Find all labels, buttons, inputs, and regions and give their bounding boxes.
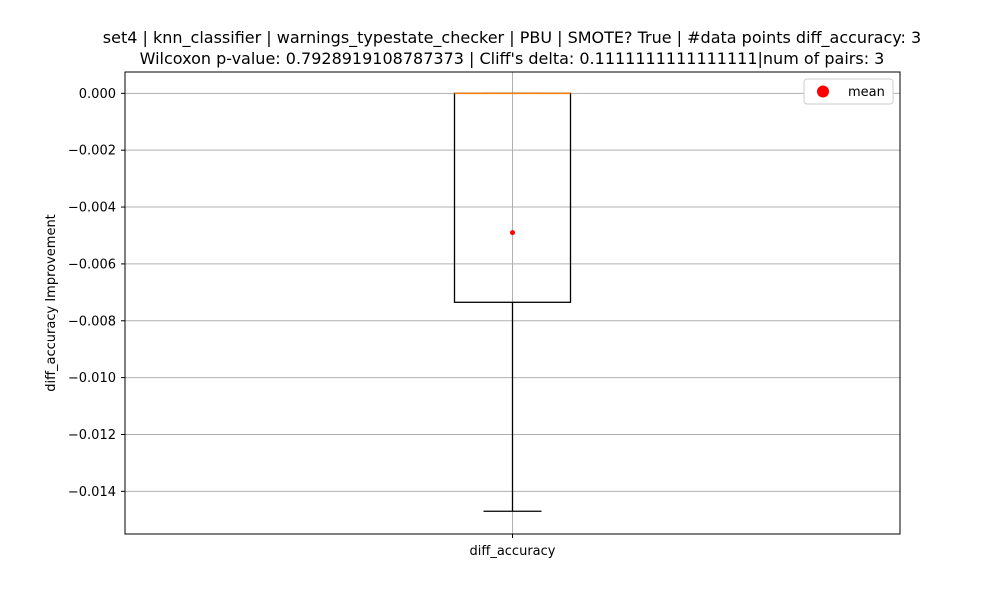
box-plot <box>453 92 572 512</box>
y-tick-label: −0.012 <box>68 428 116 443</box>
y-tick-label: −0.014 <box>68 485 116 500</box>
y-tick-label: −0.008 <box>68 314 116 329</box>
y-axis-ticks: 0.000 −0.002 −0.004 −0.006 −0.008 −0.010 −0.01… <box>68 87 125 500</box>
legend-entry-mean: mean <box>848 85 885 100</box>
legend: mean <box>803 78 894 105</box>
y-tick-label: −0.006 <box>68 257 116 272</box>
y-tick-label: −0.002 <box>68 144 116 159</box>
legend-frame <box>803 78 894 105</box>
mean-point <box>510 230 515 236</box>
chart-subtitle: Wilcoxon p-value: 0.7928919108787373 | C… <box>140 49 885 68</box>
legend-mean-marker <box>817 85 829 98</box>
y-tick-label: −0.010 <box>68 371 116 386</box>
y-tick-label: −0.004 <box>68 201 116 216</box>
x-tick-label: diff_accuracy <box>470 544 556 559</box>
chart-title: set4 | knn_classifier | warnings_typesta… <box>103 28 921 48</box>
x-axis-ticks: diff_accuracy <box>470 534 556 559</box>
y-tick-label: 0.000 <box>79 87 116 102</box>
y-axis-label: diff_accuracy Improvement <box>44 214 59 392</box>
